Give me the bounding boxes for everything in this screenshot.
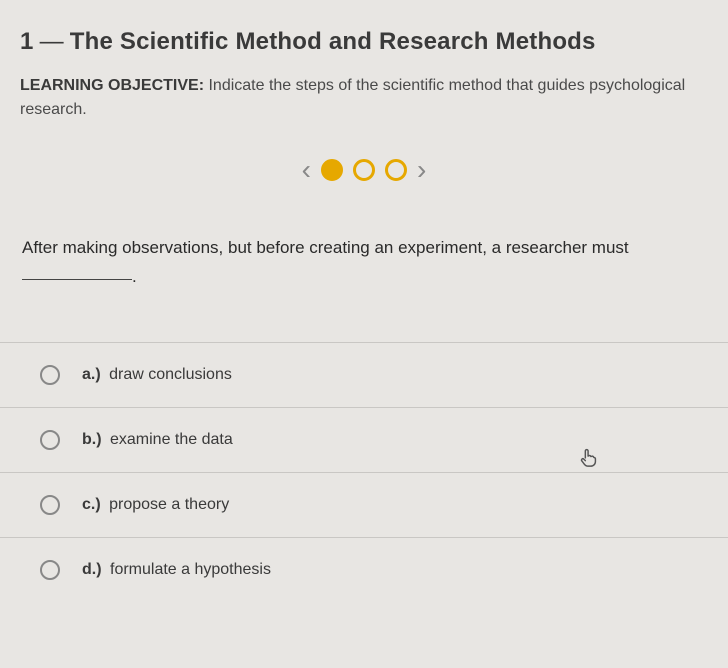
em-dash: — — [40, 28, 64, 55]
option-label: examine the data — [110, 431, 233, 448]
option-key: a.) — [82, 366, 101, 383]
option-c[interactable]: c.) propose a theory — [0, 473, 728, 538]
quiz-container: 1—The Scientific Method and Research Met… — [0, 0, 728, 292]
option-text: a.) draw conclusions — [82, 366, 232, 384]
question-suffix: . — [132, 267, 137, 286]
option-text: c.) propose a theory — [82, 496, 229, 514]
radio-icon — [40, 495, 60, 515]
radio-icon — [40, 365, 60, 385]
section-title: 1—The Scientific Method and Research Met… — [20, 28, 708, 56]
learning-objective: LEARNING OBJECTIVE: Indicate the steps o… — [20, 74, 708, 122]
objective-label: LEARNING OBJECTIVE: — [20, 77, 204, 94]
answer-options: a.) draw conclusions b.) examine the dat… — [0, 342, 728, 602]
option-key: d.) — [82, 561, 102, 578]
question-stem: After making observations, but before cr… — [20, 234, 708, 292]
option-key: b.) — [82, 431, 102, 448]
fill-blank — [22, 279, 132, 280]
pager-dot-1[interactable] — [321, 159, 343, 181]
option-b[interactable]: b.) examine the data — [0, 408, 728, 473]
pager-dot-3[interactable] — [385, 159, 407, 181]
radio-icon — [40, 430, 60, 450]
prev-chevron-icon[interactable]: ‹ — [302, 156, 311, 184]
question-prefix: After making observations, but before cr… — [22, 238, 629, 257]
option-text: b.) examine the data — [82, 431, 233, 449]
question-pager: ‹ › — [20, 156, 708, 184]
section-number: 1 — [20, 28, 34, 55]
option-a[interactable]: a.) draw conclusions — [0, 343, 728, 408]
next-chevron-icon[interactable]: › — [417, 156, 426, 184]
option-label: formulate a hypothesis — [110, 561, 271, 578]
pager-dot-2[interactable] — [353, 159, 375, 181]
radio-icon — [40, 560, 60, 580]
section-title-text: The Scientific Method and Research Metho… — [70, 28, 596, 55]
option-label: draw conclusions — [109, 366, 232, 383]
option-key: c.) — [82, 496, 101, 513]
option-label: propose a theory — [109, 496, 229, 513]
option-d[interactable]: d.) formulate a hypothesis — [0, 538, 728, 602]
option-text: d.) formulate a hypothesis — [82, 561, 271, 579]
